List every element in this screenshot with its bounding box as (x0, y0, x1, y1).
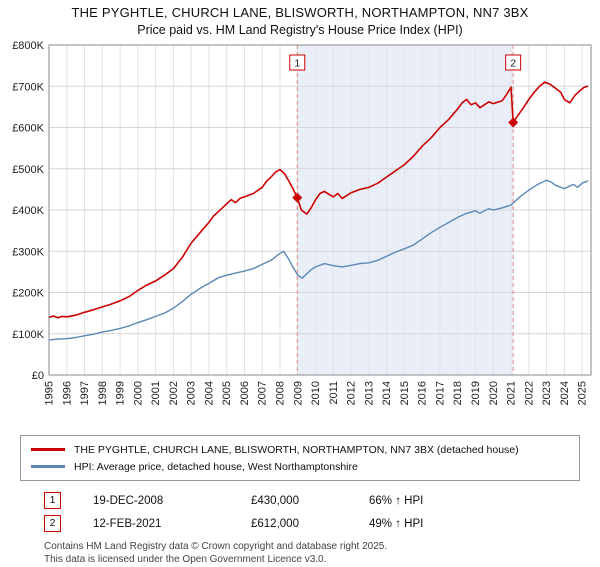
svg-text:2025: 2025 (577, 381, 589, 405)
svg-text:1996: 1996 (61, 381, 73, 405)
footer-line-2: This data is licensed under the Open Gov… (44, 553, 327, 565)
sale-2-marker-badge: 2 (44, 515, 61, 532)
svg-text:2003: 2003 (186, 381, 198, 405)
svg-text:2024: 2024 (559, 381, 571, 405)
svg-text:2001: 2001 (150, 381, 162, 405)
sale-1-hpi-delta: 66% ↑ HPI (369, 494, 424, 507)
sale-1-marker-badge: 1 (44, 492, 61, 509)
svg-text:2020: 2020 (488, 381, 500, 405)
footer-line-1: Contains HM Land Registry data © Crown c… (44, 541, 388, 552)
svg-text:£500K: £500K (12, 164, 44, 176)
svg-text:£800K: £800K (12, 40, 44, 52)
sale-1-price: £430,000 (251, 494, 299, 507)
sale-2-date: 12-FEB-2021 (93, 517, 162, 530)
svg-text:1998: 1998 (97, 381, 109, 405)
svg-text:2010: 2010 (310, 381, 322, 405)
svg-text:£200K: £200K (12, 288, 44, 300)
svg-text:1: 1 (294, 58, 300, 70)
svg-text:2013: 2013 (363, 381, 375, 405)
license-footer: Contains HM Land Registry data © Crown c… (44, 541, 600, 567)
blue-line-swatch (31, 465, 65, 468)
sale-record-2: 2 12-FEB-2021 £612,000 49% ↑ HPI (44, 512, 600, 535)
svg-text:1995: 1995 (44, 381, 56, 405)
svg-text:£300K: £300K (12, 246, 44, 258)
svg-text:£0: £0 (32, 370, 44, 382)
svg-text:2023: 2023 (541, 381, 553, 405)
svg-text:2008: 2008 (275, 381, 287, 405)
svg-text:2007: 2007 (257, 381, 269, 405)
legend-item-hpi: HPI: Average price, detached house, West… (29, 458, 571, 475)
price-chart-plot: 1995 1996 1997 1998 1999 2000 2001 2002 2003 2004… (12, 40, 592, 405)
red-line-swatch (31, 448, 65, 451)
svg-text:2005: 2005 (221, 381, 233, 405)
svg-text:2006: 2006 (239, 381, 251, 405)
svg-text:£100K: £100K (12, 329, 44, 341)
svg-text:2019: 2019 (470, 381, 482, 405)
svg-text:2018: 2018 (452, 381, 464, 405)
svg-text:1999: 1999 (115, 381, 127, 405)
legend-item-property: THE PYGHTLE, CHURCH LANE, BLISWORTH, NOR… (29, 441, 571, 458)
svg-text:2014: 2014 (381, 381, 393, 405)
sale-2-price: £612,000 (251, 517, 299, 530)
sale-record-1: 1 19-DEC-2008 £430,000 66% ↑ HPI (44, 489, 600, 512)
svg-text:2012: 2012 (346, 381, 358, 405)
svg-text:1997: 1997 (79, 381, 91, 405)
sale-records: 1 19-DEC-2008 £430,000 66% ↑ HPI 2 12-FE… (44, 489, 600, 535)
svg-text:2021: 2021 (506, 381, 518, 405)
page-title: THE PYGHTLE, CHURCH LANE, BLISWORTH, NOR… (71, 5, 529, 20)
svg-text:2002: 2002 (168, 381, 180, 405)
sale-2-hpi-delta: 49% ↑ HPI (369, 517, 424, 530)
svg-text:2022: 2022 (523, 381, 535, 405)
svg-text:2016: 2016 (417, 381, 429, 405)
sale-1-date: 19-DEC-2008 (93, 494, 164, 507)
svg-text:£400K: £400K (12, 205, 44, 217)
svg-text:2009: 2009 (292, 381, 304, 405)
svg-text:£600K: £600K (12, 123, 44, 135)
legend: THE PYGHTLE, CHURCH LANE, BLISWORTH, NOR… (20, 435, 580, 481)
legend-label-property: THE PYGHTLE, CHURCH LANE, BLISWORTH, NOR… (74, 443, 519, 456)
svg-text:2: 2 (510, 58, 516, 70)
svg-text:2000: 2000 (132, 381, 144, 405)
svg-text:2015: 2015 (399, 381, 411, 405)
svg-text:2011: 2011 (328, 381, 340, 405)
svg-text:2004: 2004 (203, 381, 215, 405)
legend-label-hpi: HPI: Average price, detached house, West… (74, 460, 358, 473)
svg-text:£700K: £700K (12, 81, 44, 93)
page-subtitle: Price paid vs. HM Land Registry's House … (137, 23, 463, 37)
price-history-chart-page: THE PYGHTLE, CHURCH LANE, BLISWORTH, NOR… (0, 5, 600, 567)
svg-text:2017: 2017 (434, 381, 446, 405)
